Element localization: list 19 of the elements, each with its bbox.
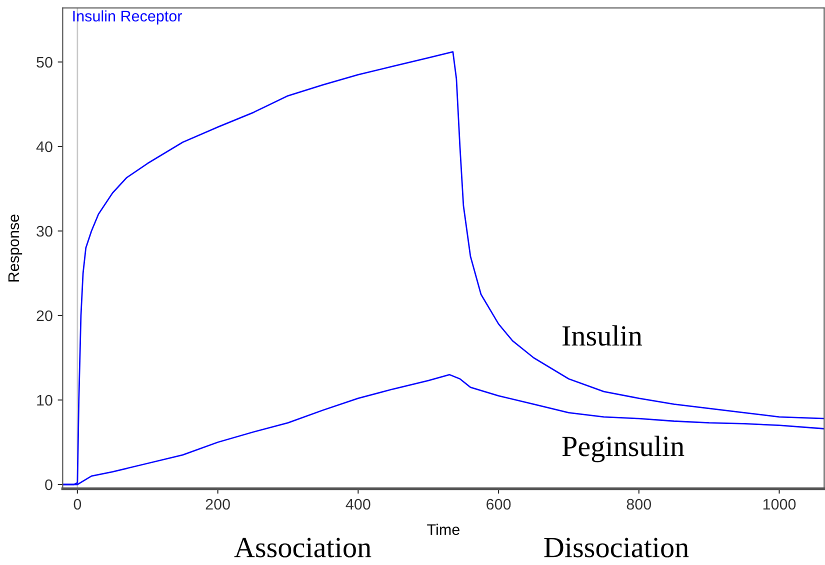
y-tick-label: 40 [36,141,52,152]
x-axis-title: Time [427,524,460,536]
y-axis-title: Response [8,214,22,282]
x-tick-label: 600 [486,498,511,510]
y-tick-label: 30 [36,226,52,237]
x-tick-label: 400 [346,498,370,510]
series-label: Peginsulin [562,436,684,462]
y-tick-label: 20 [36,310,52,322]
x-tick-label: 1000 [763,498,796,510]
x-tick-label: 200 [206,498,230,510]
y-tick-label: 10 [37,394,52,406]
x-tick-label: 0 [74,498,82,510]
series-label: Insulin [562,325,642,346]
chart-title: Insulin Receptor [73,10,182,25]
y-tick-label: 50 [36,56,52,68]
text: Association [234,538,372,558]
y-tick-label: 0 [45,479,52,490]
text: Dissociation [544,538,689,558]
x-tick-label: 800 [626,498,652,510]
